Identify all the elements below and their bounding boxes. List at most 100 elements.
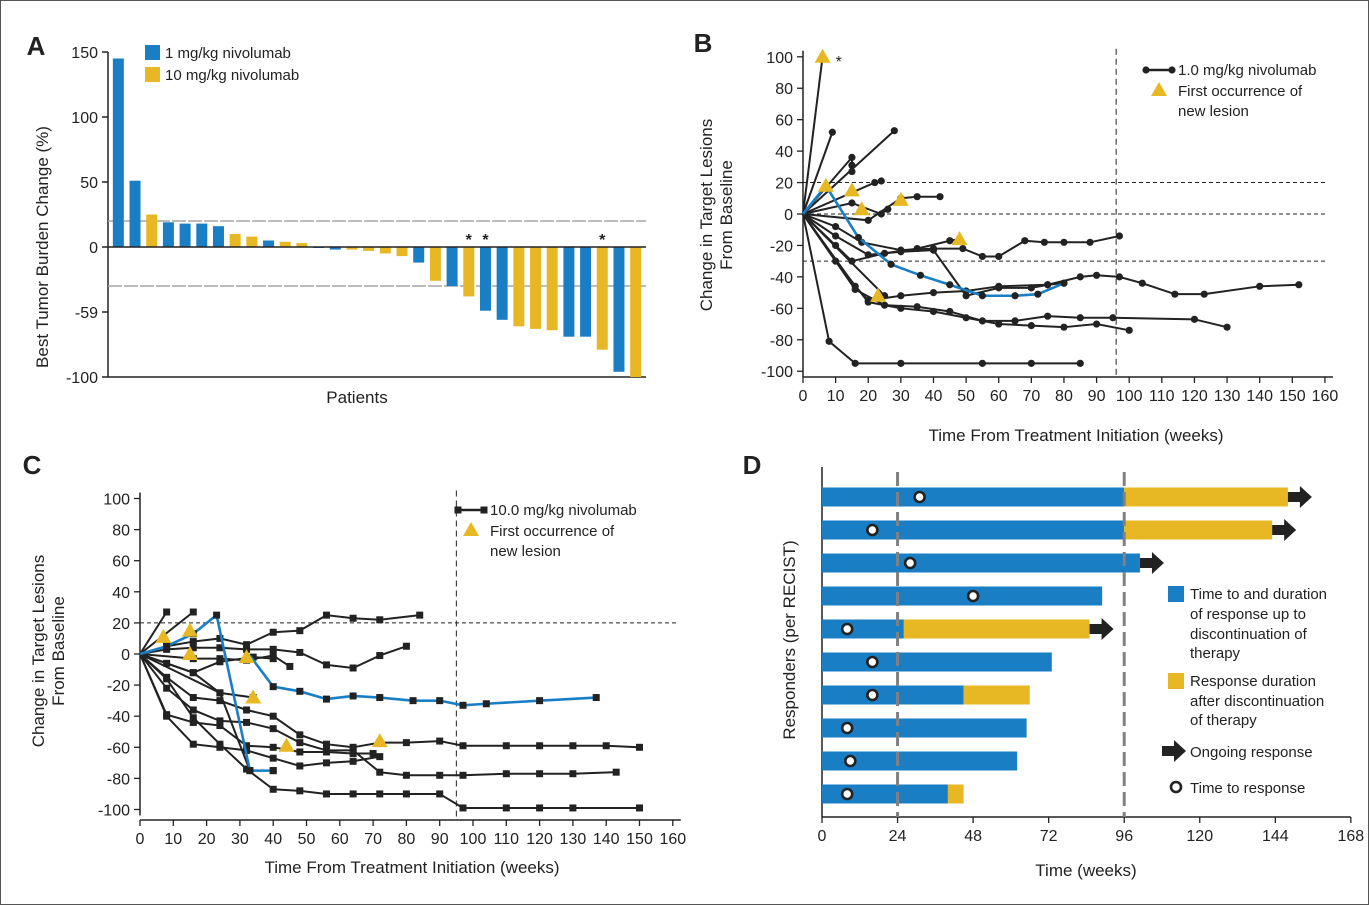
data-point: [322, 661, 330, 669]
data-point: [322, 748, 330, 756]
response-bar-gold: [1124, 487, 1288, 507]
data-point: [296, 762, 304, 770]
data-point: [189, 694, 197, 702]
data-point: [436, 737, 444, 745]
legend-lesion-label-line1: First occurrence of: [490, 523, 615, 540]
data-point: [536, 804, 544, 812]
x-tick-label: 10: [827, 388, 845, 405]
series-line: [139, 611, 168, 655]
data-point: [376, 753, 384, 761]
highlight-series-line: [801, 183, 1065, 298]
data-point: [946, 281, 954, 289]
data-point: [1223, 323, 1231, 331]
y-tick-label: -100: [761, 364, 793, 381]
bar: [429, 247, 441, 281]
data-point: [1011, 317, 1019, 325]
y-tick-label: -40: [770, 270, 793, 287]
x-tick-label: 140: [593, 831, 620, 848]
series-line: [139, 653, 380, 767]
data-point: [978, 359, 987, 367]
y-tick-label: -100: [66, 370, 98, 387]
data-point: [163, 712, 171, 720]
x-tick-label: 120: [1181, 388, 1208, 405]
y-tick-label: 60: [112, 554, 130, 571]
highlight-series-line: [248, 654, 597, 707]
data-point: [322, 759, 330, 767]
time-to-response-marker: [966, 589, 980, 603]
panel-letter-a: A: [27, 31, 46, 61]
new-lesion-marker: [843, 182, 860, 197]
new-lesion-marker: [814, 48, 831, 63]
legend-swatch-gold: [1168, 673, 1184, 689]
y-tick-label: 20: [112, 616, 130, 633]
data-point: [459, 771, 467, 779]
legend-ongoing-label: Ongoing response: [1190, 744, 1313, 761]
data-point: [322, 695, 330, 703]
data-point: [848, 199, 856, 207]
bar: [613, 247, 625, 372]
y-tick-label: -80: [107, 771, 130, 788]
bar: [246, 236, 258, 247]
time-to-response-marker: [866, 655, 879, 669]
x-tick-label: 100: [460, 831, 487, 848]
bar: [112, 58, 124, 247]
y-axis-title-line2: From Baseline: [717, 160, 736, 270]
x-tick-label: 120: [1186, 828, 1213, 845]
data-point: [854, 233, 863, 242]
data-point: [1295, 281, 1303, 289]
data-point: [502, 770, 510, 778]
legend-series-label: 1.0 mg/kg nivolumab: [1178, 62, 1316, 79]
data-point: [369, 750, 377, 758]
y-tick-label: -40: [107, 709, 130, 726]
data-point: [929, 307, 938, 316]
x-tick-label: 160: [1312, 388, 1339, 405]
y-axis-title: Responders (per RECIST): [780, 540, 799, 739]
x-tick-label: 70: [1022, 388, 1040, 405]
series-line: [139, 611, 194, 655]
data-point: [163, 675, 171, 683]
new-lesion-marker: [951, 231, 968, 246]
bar: [580, 247, 592, 337]
data-point: [1060, 238, 1068, 246]
y-tick-label: 80: [112, 523, 130, 540]
x-tick-label: 30: [231, 831, 249, 848]
data-point: [848, 153, 856, 162]
x-tick-label: 48: [964, 828, 982, 845]
legend-label-10mg: 10 mg/kg nivolumab: [165, 67, 299, 84]
new-lesion-marker: [155, 628, 172, 643]
data-point: [569, 742, 577, 750]
data-point: [189, 644, 197, 652]
x-tick-label: 80: [398, 831, 416, 848]
legend-circle: [1169, 780, 1183, 794]
data-point: [929, 246, 938, 254]
data-point: [864, 216, 872, 224]
x-tick-label: 96: [1115, 828, 1133, 845]
data-point: [213, 611, 221, 619]
data-point: [269, 785, 277, 793]
data-point: [436, 697, 444, 705]
bar: [263, 240, 275, 247]
data-point: [612, 768, 620, 776]
ongoing-arrow: [1089, 618, 1114, 640]
x-tick-label: 0: [799, 388, 808, 405]
legend-point: [480, 506, 488, 514]
legend-series-label: 10.0 mg/kg nivolumab: [490, 502, 637, 519]
y-tick-label: 100: [71, 110, 98, 127]
data-point: [189, 718, 197, 726]
ongoing-arrow: [1272, 519, 1297, 541]
response-bar-blue: [822, 586, 1103, 606]
new-lesion-marker: [238, 649, 255, 664]
series-line: [802, 131, 834, 215]
response-bar-blue: [822, 619, 904, 639]
x-tick-label: 90: [431, 831, 449, 848]
series-line: [139, 653, 254, 699]
x-tick-label: 60: [990, 388, 1008, 405]
x-axis-title: Time From Treatment Initiation (weeks): [264, 858, 559, 877]
data-point: [1109, 314, 1117, 322]
data-point: [436, 771, 444, 779]
y-tick-label: 20: [775, 176, 793, 193]
data-point: [376, 652, 384, 660]
x-tick-label: 110: [1149, 388, 1175, 405]
